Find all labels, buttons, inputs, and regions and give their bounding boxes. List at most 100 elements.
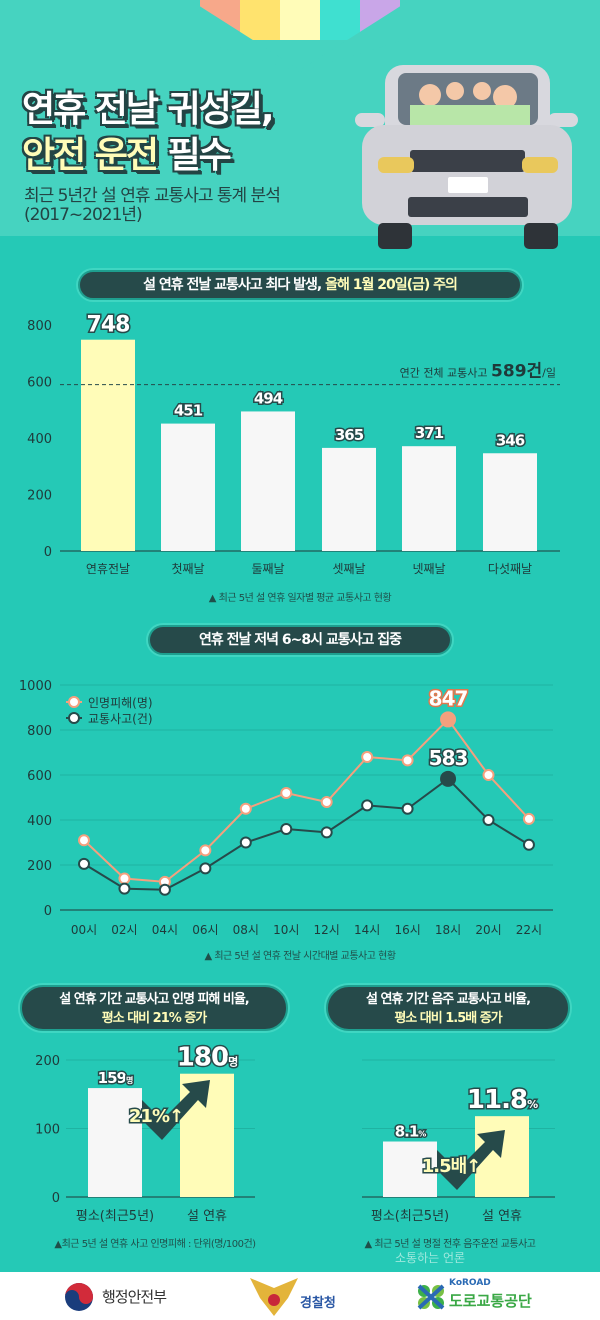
- x-tick-label: 연휴전날: [86, 562, 130, 576]
- y-tick-label: 200: [27, 489, 52, 504]
- pill-text: 설 연휴 기간 음주 교통사고 비율,: [365, 992, 531, 1007]
- data-point: [522, 838, 535, 851]
- mois-logo-icon: [65, 1283, 93, 1311]
- x-tick-label: 02시: [111, 923, 137, 937]
- bar-value-label: 346: [496, 431, 525, 449]
- section-title-casualty: 설 연휴 기간 교통사고 인명 피해 비율, 평소 대비 21% 증가: [20, 985, 288, 1031]
- y-tick-label: 600: [27, 376, 52, 391]
- section-title-hourly: 연휴 전날 저녁 6~8시 교통사고 집중: [148, 625, 452, 655]
- legend-label: 교통사고(건): [88, 712, 153, 726]
- y-tick-label: 0: [44, 545, 52, 560]
- divider: [0, 236, 600, 246]
- pill-highlight: 올해 1월 20일(금): [325, 277, 430, 293]
- data-point: [118, 872, 131, 885]
- logo-koroad-en: KoROAD: [449, 1278, 491, 1288]
- data-point: [158, 875, 171, 888]
- reference-label: 연간 전체 교통사고 589건/일: [400, 362, 556, 382]
- x-tick-label: 설 연휴: [482, 1209, 522, 1224]
- chart3-note: ▲최근 5년 설 연휴 사고 인명피해 : 단위(명/100건): [54, 1239, 256, 1250]
- data-point: [78, 857, 90, 870]
- pill-text: 설 연휴 전날 교통사고 최다 발생,: [143, 277, 322, 293]
- bar-value-label: 371: [415, 424, 444, 442]
- bar: [322, 447, 376, 551]
- data-point: [199, 862, 212, 875]
- x-tick-label: 넷째날: [412, 562, 445, 576]
- data-point: [280, 823, 293, 835]
- data-point: [239, 802, 252, 815]
- x-tick-label: 설 연휴: [187, 1209, 227, 1224]
- x-tick-label: 14시: [354, 923, 380, 937]
- chart1-note: ▲ 최근 5년 설 연휴 일자별 평균 교통사고 현황: [208, 593, 392, 604]
- peak-point: [440, 711, 457, 728]
- title-line-2: 안전 운전 필수: [22, 126, 232, 178]
- x-tick-label: 10시: [273, 923, 299, 937]
- y-tick-label: 800: [27, 724, 52, 739]
- legend-label: 인명피해(명): [88, 696, 153, 710]
- y-tick-label: 0: [44, 904, 52, 919]
- x-tick-label: 첫째날: [171, 562, 204, 576]
- title-highlight: 안전 운전: [22, 135, 159, 176]
- peak-point: [440, 770, 457, 787]
- footer: 행정안전부 경찰청 KoROAD 도로교통공단: [0, 1272, 600, 1320]
- x-tick-label: 20시: [475, 923, 501, 937]
- bar: [88, 1088, 142, 1197]
- title-rest: 필수: [167, 135, 232, 176]
- data-point: [361, 751, 374, 763]
- logo-police: 경찰청: [300, 1296, 336, 1311]
- bar-value-label: 11.8%: [467, 1085, 538, 1115]
- data-point: [320, 796, 333, 808]
- peak-label: 847: [429, 686, 468, 710]
- x-tick-label: 평소(최근5년): [371, 1209, 449, 1224]
- change-label: 21%↑: [129, 1106, 183, 1127]
- bar: [402, 446, 456, 551]
- bar: [241, 411, 295, 551]
- x-tick-label: 둘째날: [251, 562, 284, 576]
- legend-marker: [68, 712, 80, 724]
- car-illustration: [355, 65, 578, 249]
- bar: [81, 339, 135, 551]
- data-point: [320, 826, 333, 839]
- y-tick-label: 100: [35, 1123, 60, 1138]
- x-tick-label: 00시: [71, 923, 97, 937]
- series-line: [83, 777, 530, 891]
- data-point: [361, 799, 374, 812]
- bar-value-label: 180명: [177, 1043, 237, 1073]
- stripe: [320, 0, 360, 40]
- subtitle-1: 최근 5년간 설 연휴 교통사고 통계 분석: [24, 186, 281, 206]
- section-title-drunk: 설 연휴 기간 음주 교통사고 비율, 평소 대비 1.5배 증가: [326, 985, 570, 1031]
- y-tick-label: 200: [35, 1054, 60, 1069]
- bar-value-label: 748: [87, 313, 130, 338]
- peak-label: 583: [429, 746, 468, 770]
- bar: [383, 1141, 437, 1197]
- change-label: 1.5배↑: [422, 1156, 481, 1177]
- bar: [161, 423, 215, 551]
- bar-value-label: 494: [254, 389, 283, 407]
- pill-text: 설 연휴 기간 교통사고 인명 피해 비율,: [59, 992, 250, 1007]
- x-tick-label: 06시: [192, 923, 218, 937]
- data-point: [401, 802, 414, 815]
- increase-arrow-icon: [142, 1080, 210, 1140]
- police-logo-icon: [250, 1278, 298, 1316]
- chart2-note: ▲ 최근 5년 설 연휴 전날 시간대별 교통사고 현황: [204, 951, 396, 962]
- x-tick-label: 12시: [314, 923, 340, 937]
- data-point: [199, 844, 212, 857]
- data-point: [522, 812, 535, 825]
- data-point: [401, 754, 414, 767]
- subtitle-2: (2017~2021년): [24, 205, 143, 225]
- y-tick-label: 400: [27, 814, 52, 829]
- x-tick-label: 08시: [233, 923, 259, 937]
- increase-arrow-icon: [437, 1130, 505, 1190]
- data-point: [118, 882, 131, 895]
- data-point: [158, 883, 171, 896]
- section-title-daily: 설 연휴 전날 교통사고 최다 발생, 올해 1월 20일(금) 주의: [78, 270, 522, 300]
- pill-highlight: 평소 대비 1.5배 증가: [394, 1011, 502, 1026]
- bar-value-label: 8.1%: [395, 1123, 427, 1141]
- bar: [180, 1073, 234, 1197]
- logo-koroad: 도로교통공단: [449, 1292, 532, 1310]
- y-tick-label: 1000: [19, 679, 52, 694]
- x-tick-label: 22시: [516, 923, 542, 937]
- title-line-1: 연휴 전날 귀성길,: [22, 89, 275, 130]
- bar-value-label: 365: [335, 426, 364, 444]
- x-tick-label: 평소(최근5년): [76, 1209, 154, 1224]
- x-tick-label: 셋째날: [332, 562, 365, 576]
